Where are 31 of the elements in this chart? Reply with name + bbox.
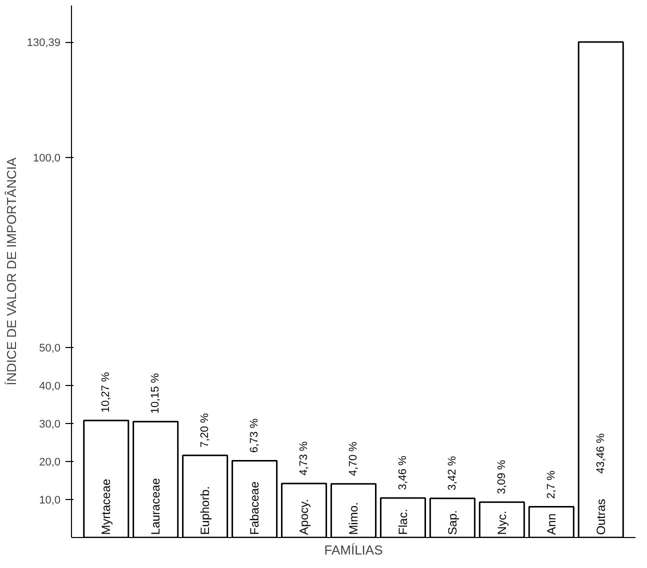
y-tick-label: 40,0 xyxy=(39,380,61,392)
x-tick-label: Fabaceae xyxy=(248,481,262,535)
annotation: 10,15 % xyxy=(150,373,162,414)
x-tick-label: Ann xyxy=(544,513,558,535)
y-tick-label: 30,0 xyxy=(39,418,61,430)
y-tick-label: 10,0 xyxy=(39,494,61,506)
x-tick-label: Outras xyxy=(594,498,608,535)
x-tick-label: Nyc. xyxy=(494,510,509,535)
annotation: 3,42 % xyxy=(446,456,458,490)
x-tick-label: Lauraceae xyxy=(148,478,163,535)
annotation: 7,20 % xyxy=(199,412,212,448)
x-tick-label: Sap. xyxy=(445,510,460,535)
y-axis-title: ÍNDICE DE VALOR DE IMPORTÂNCIA xyxy=(4,157,19,386)
annotation: 4,70 % xyxy=(348,441,360,476)
x-tick-label: Apocy. xyxy=(297,499,312,535)
y-tick-label: 50,0 xyxy=(39,342,61,354)
x-tick-label: Euphorb. xyxy=(198,486,212,535)
y-tick-label: 100,0 xyxy=(32,152,61,164)
x-axis-title: FAMÍLIAS xyxy=(324,542,384,558)
annotation: 2,7 % xyxy=(545,470,558,499)
y-tick-label: 130,39 xyxy=(26,37,61,50)
annotation: 3,09 % xyxy=(496,460,508,494)
annotation: 4,73 % xyxy=(298,441,310,476)
y-tick-label: 20,0 xyxy=(39,456,61,468)
annotation: 6,73 % xyxy=(248,418,261,453)
x-tick-label: Mimo. xyxy=(346,502,360,535)
x-tick-label: Myrtaceae xyxy=(99,478,114,535)
annotation: 10,27 % xyxy=(100,372,112,412)
annotation: 43,46 % xyxy=(594,433,607,474)
annotation: 3,46 % xyxy=(396,456,409,490)
x-tick-label: Flac. xyxy=(396,508,410,535)
